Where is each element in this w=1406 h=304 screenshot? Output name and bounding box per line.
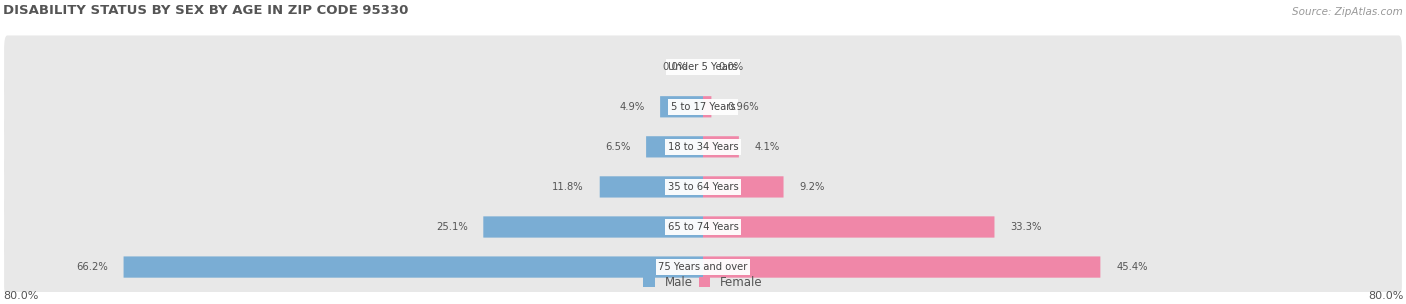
FancyBboxPatch shape [703,176,783,198]
FancyBboxPatch shape [659,96,703,117]
Text: 4.1%: 4.1% [755,142,780,152]
Text: 4.9%: 4.9% [619,102,644,112]
FancyBboxPatch shape [703,257,1101,278]
FancyBboxPatch shape [703,136,740,157]
Text: 75 Years and over: 75 Years and over [658,262,748,272]
FancyBboxPatch shape [4,116,1402,178]
Text: 25.1%: 25.1% [436,222,468,232]
Text: 45.4%: 45.4% [1116,262,1147,272]
Text: 35 to 64 Years: 35 to 64 Years [668,182,738,192]
Text: Source: ZipAtlas.com: Source: ZipAtlas.com [1292,7,1403,17]
Text: Under 5 Years: Under 5 Years [668,62,738,72]
FancyBboxPatch shape [4,75,1402,138]
Text: 18 to 34 Years: 18 to 34 Years [668,142,738,152]
Text: 6.5%: 6.5% [605,142,630,152]
Text: 66.2%: 66.2% [76,262,108,272]
Text: 5 to 17 Years: 5 to 17 Years [671,102,735,112]
Text: DISABILITY STATUS BY SEX BY AGE IN ZIP CODE 95330: DISABILITY STATUS BY SEX BY AGE IN ZIP C… [3,4,408,17]
Text: 33.3%: 33.3% [1011,222,1042,232]
Text: 0.96%: 0.96% [727,102,759,112]
Text: 80.0%: 80.0% [3,291,38,301]
Text: 80.0%: 80.0% [1368,291,1403,301]
Text: 0.0%: 0.0% [718,62,744,72]
FancyBboxPatch shape [124,257,703,278]
FancyBboxPatch shape [484,216,703,238]
FancyBboxPatch shape [4,36,1402,98]
Text: 65 to 74 Years: 65 to 74 Years [668,222,738,232]
Legend: Male, Female: Male, Female [644,276,762,289]
FancyBboxPatch shape [4,156,1402,218]
Text: 11.8%: 11.8% [553,182,583,192]
FancyBboxPatch shape [4,236,1402,298]
FancyBboxPatch shape [647,136,703,157]
Text: 0.0%: 0.0% [662,62,688,72]
Text: 9.2%: 9.2% [799,182,825,192]
FancyBboxPatch shape [4,196,1402,258]
FancyBboxPatch shape [600,176,703,198]
FancyBboxPatch shape [703,96,711,117]
FancyBboxPatch shape [703,216,994,238]
